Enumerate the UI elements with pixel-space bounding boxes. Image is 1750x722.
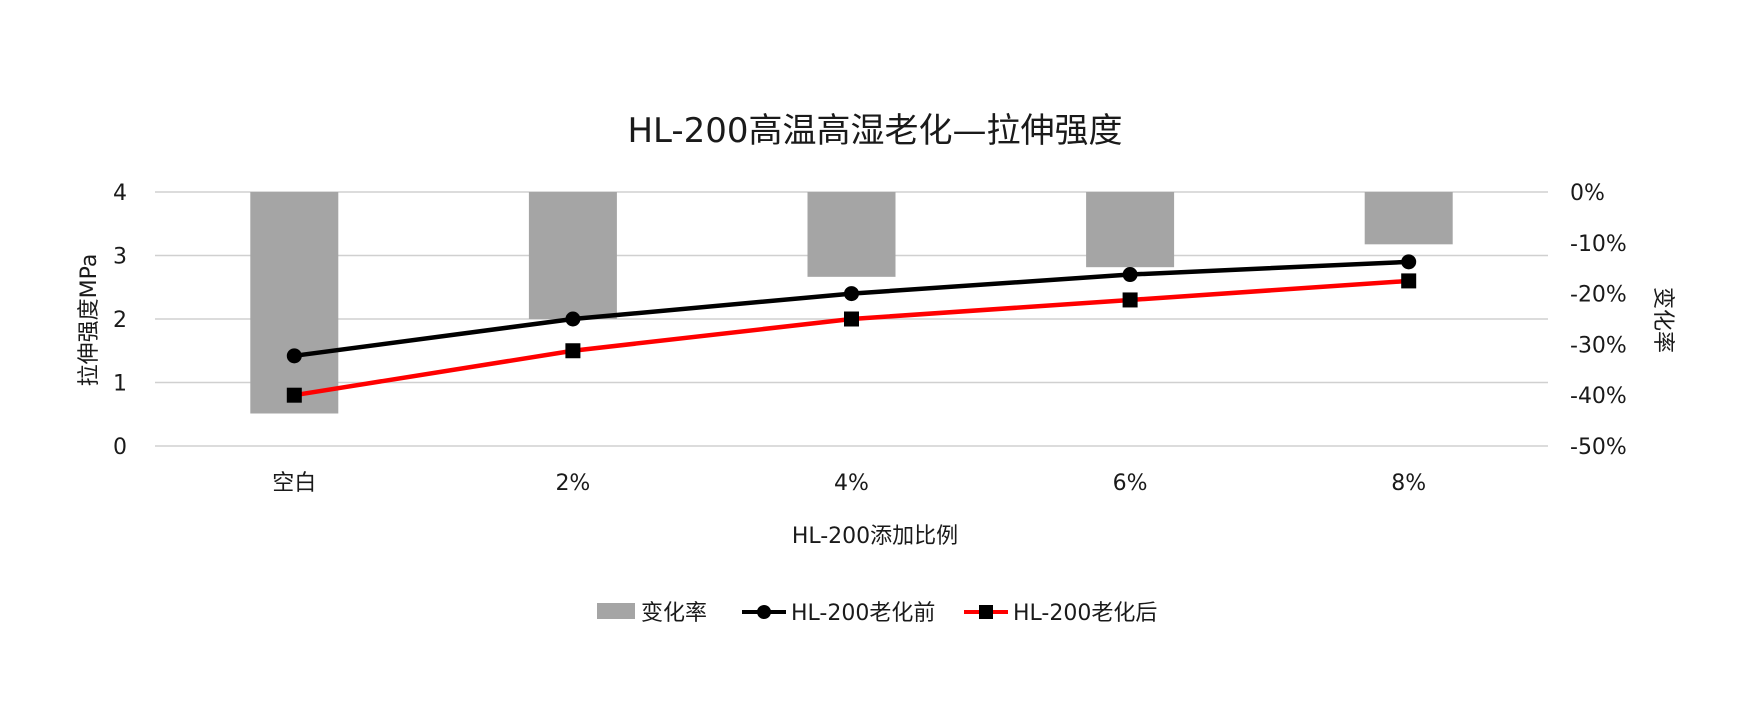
x-tick-label: 空白 [272, 471, 316, 496]
y2-tick-label: -40% [1570, 384, 1627, 409]
y2-tick-label: 0% [1570, 181, 1605, 206]
x-tick-label: 2% [555, 471, 590, 496]
bar-series [250, 192, 1453, 414]
legend-marker [979, 605, 993, 619]
x-tick-label: 8% [1391, 471, 1426, 496]
line-series [286, 254, 1417, 403]
legend-label: 变化率 [641, 601, 707, 626]
data-point [286, 387, 302, 403]
data-point [565, 311, 581, 327]
chart-title: HL-200高温高湿老化—拉伸强度 [627, 111, 1122, 151]
y2-tick-label: -20% [1570, 283, 1627, 308]
y-tick-label: 3 [113, 245, 127, 270]
legend-label: HL-200老化前 [791, 601, 935, 626]
y-axis-title: 拉伸强度MPa [77, 254, 102, 387]
y-tick-label: 1 [113, 372, 127, 397]
data-point [1401, 254, 1417, 270]
x-axis-title: HL-200添加比例 [792, 524, 958, 549]
data-point [1122, 292, 1138, 308]
legend: 变化率 HL-200老化前 HL-200老化后 [597, 601, 1157, 626]
data-point [1122, 267, 1138, 283]
bar [1086, 192, 1175, 268]
primary-y-axis: 0 1 2 3 4 [113, 181, 127, 460]
x-tick-label: 6% [1113, 471, 1148, 496]
y-tick-label: 2 [113, 308, 127, 333]
y2-tick-label: -30% [1570, 333, 1627, 358]
secondary-y-axis: 0% -10% -20% -30% -40% -50% [1570, 181, 1627, 460]
data-point [844, 311, 859, 327]
data-point [1401, 273, 1417, 289]
data-point [844, 286, 859, 302]
legend-label: HL-200老化后 [1013, 601, 1157, 626]
bar [1364, 192, 1453, 245]
y2-tick-label: -50% [1570, 435, 1627, 460]
bar [250, 192, 339, 414]
data-point [565, 343, 581, 359]
y-tick-label: 0 [113, 435, 127, 460]
y-tick-label: 4 [113, 181, 127, 206]
y2-axis-title: 变化率 [1650, 287, 1675, 353]
x-tick-label: 4% [834, 471, 869, 496]
legend-marker [757, 605, 771, 619]
data-point [286, 348, 302, 364]
bar [528, 192, 617, 319]
y2-tick-label: -10% [1570, 232, 1627, 257]
bar [807, 192, 896, 277]
x-axis: 空白 2% 4% 6% 8% [272, 471, 1426, 496]
legend-swatch-bar [597, 603, 635, 619]
